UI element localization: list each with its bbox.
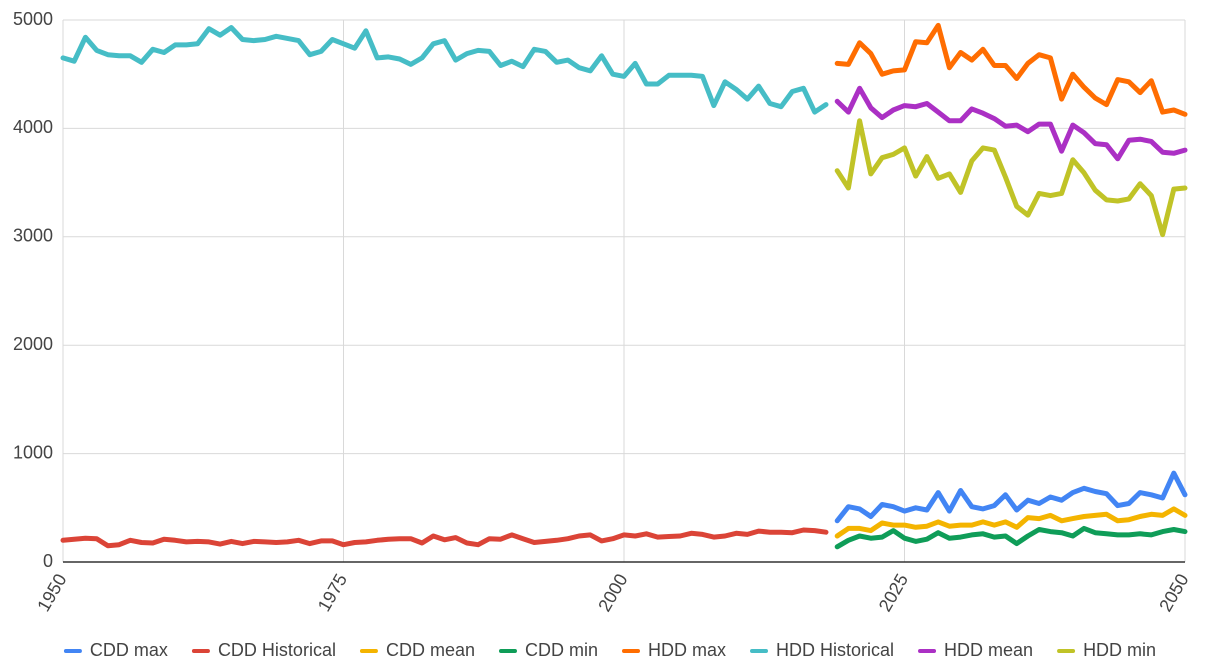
legend-label: HDD mean	[944, 640, 1033, 660]
series-line	[834, 525, 1188, 550]
x-tick-label: 2000	[594, 570, 631, 615]
legend-label: CDD Historical	[218, 640, 336, 660]
series-line	[834, 506, 1188, 539]
legend-label: HDD min	[1083, 640, 1156, 660]
legend-label: CDD min	[525, 640, 598, 660]
y-tick-label: 3000	[13, 226, 53, 246]
legend-label: CDD mean	[386, 640, 475, 660]
x-tick-label: 2050	[1155, 570, 1192, 615]
legend: CDD max CDD Historical CDD mean CDD min HDD …	[63, 640, 1156, 660]
series-line	[834, 470, 1188, 524]
legend-label: HDD max	[648, 640, 726, 660]
x-tick-label: 1950	[33, 570, 70, 615]
series-line	[60, 25, 829, 115]
y-tick-label: 2000	[13, 334, 53, 354]
y-tick-label: 4000	[13, 117, 53, 137]
y-tick-label: 0	[43, 551, 53, 571]
series-line	[60, 527, 829, 549]
series-line	[834, 118, 1188, 238]
y-tick-label: 5000	[13, 9, 53, 29]
legend-label: CDD max	[90, 640, 168, 660]
legend-label: HDD Historical	[776, 640, 894, 660]
x-tick-label: 2025	[875, 570, 912, 615]
series-line	[834, 22, 1188, 117]
x-tick-label: 1975	[314, 570, 351, 615]
y-tick-label: 1000	[13, 442, 53, 462]
series-line	[834, 85, 1188, 162]
